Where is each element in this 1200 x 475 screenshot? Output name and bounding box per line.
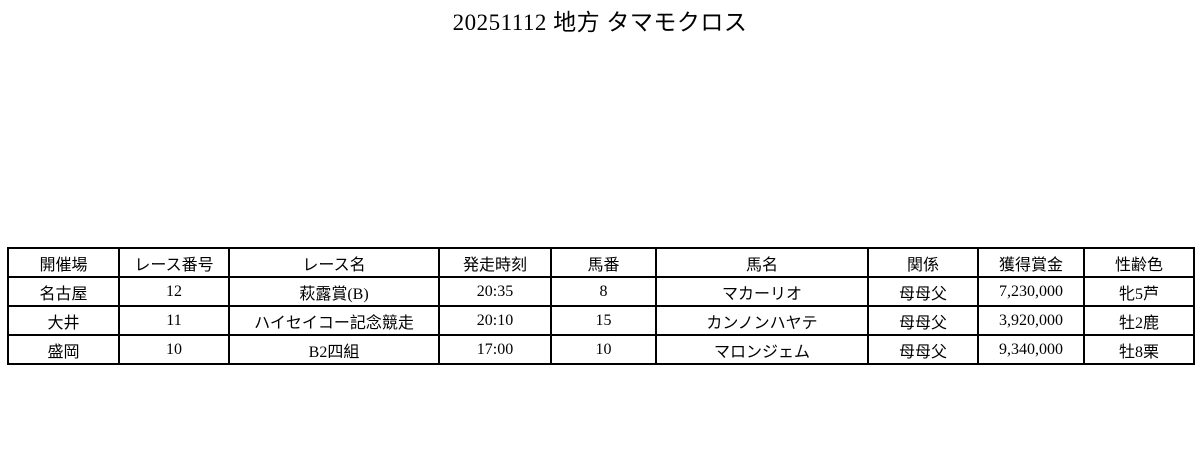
table-cell: ハイセイコー記念競走 [228,305,440,336]
table-cell: 11 [118,305,230,336]
column-header-8: 性齢色 [1083,247,1195,278]
table-cell: 3,920,000 [977,305,1085,336]
table-cell: 15 [550,305,657,336]
column-header-5: 馬名 [655,247,869,278]
table-cell: 12 [118,276,230,307]
table-cell: B2四組 [228,334,440,365]
race-results-table: 開催場 レース番号 レース名 発走時刻 馬番 馬名 関係 獲得賞金 性齢色 名古屋 12 萩露賞(B… [7,247,1195,365]
table-cell: 9,340,000 [977,334,1085,365]
table-cell: 盛岡 [7,334,120,365]
table-cell: 牝5芦 [1083,276,1195,307]
table-cell: マカーリオ [655,276,869,307]
column-header-0: 開催場 [7,247,120,278]
column-header-6: 関係 [867,247,979,278]
table-cell: 母母父 [867,305,979,336]
table-cell: 母母父 [867,334,979,365]
column-header-4: 馬番 [550,247,657,278]
page-title: 20251112 地方 タマモクロス [452,10,748,35]
table-cell: 母母父 [867,276,979,307]
table-cell: マロンジェム [655,334,869,365]
table-row: 盛岡 10 B2四組 17:00 10 マロンジェム 母母父 9,340,000 牡8栗 [7,334,1195,365]
table-row: 大井 11 ハイセイコー記念競走 20:10 15 カンノンハヤテ 母母父 3,920,000… [7,305,1195,336]
column-header-2: レース名 [228,247,440,278]
column-header-3: 発走時刻 [438,247,552,278]
table-cell: 名古屋 [7,276,120,307]
table-header-row: 開催場 レース番号 レース名 発走時刻 馬番 馬名 関係 獲得賞金 性齢色 [7,247,1195,278]
table-cell: 牡2鹿 [1083,305,1195,336]
column-header-7: 獲得賞金 [977,247,1085,278]
table-cell: 7,230,000 [977,276,1085,307]
table-cell: 8 [550,276,657,307]
table-row: 名古屋 12 萩露賞(B) 20:35 8 マカーリオ 母母父 7,230,000 牝5芦 [7,276,1195,307]
table-cell: 大井 [7,305,120,336]
column-header-1: レース番号 [118,247,230,278]
table-cell: 10 [550,334,657,365]
table-cell: 20:10 [438,305,552,336]
table-cell: カンノンハヤテ [655,305,869,336]
table-cell: 牡8栗 [1083,334,1195,365]
table-cell: 20:35 [438,276,552,307]
table-cell: 萩露賞(B) [228,276,440,307]
table-cell: 10 [118,334,230,365]
table-cell: 17:00 [438,334,552,365]
